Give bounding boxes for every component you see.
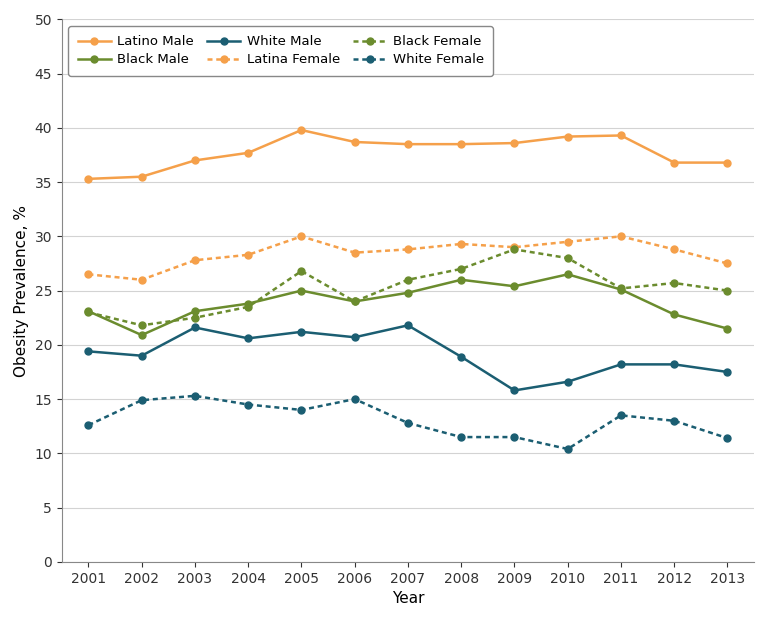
Line: White Male: White Male: [85, 322, 731, 394]
Black Male: [403, 289, 412, 296]
White Male: [563, 378, 572, 386]
Black Female: [297, 267, 306, 275]
Latina Female: [84, 270, 93, 278]
Latina Female: [190, 257, 200, 264]
White Female: [350, 396, 359, 403]
Black Male: [510, 283, 519, 290]
Line: Black Male: Black Male: [85, 271, 731, 339]
Latino Male: [670, 159, 679, 166]
Latina Female: [297, 232, 306, 240]
Latina Female: [617, 232, 626, 240]
Latino Male: [297, 126, 306, 134]
White Female: [190, 392, 200, 399]
Black Female: [403, 276, 412, 283]
Black Male: [563, 270, 572, 278]
Latina Female: [243, 251, 253, 259]
Black Female: [137, 322, 146, 329]
Black Male: [297, 287, 306, 294]
White Male: [350, 334, 359, 341]
Latino Male: [84, 175, 93, 182]
White Female: [670, 417, 679, 425]
Latino Male: [723, 159, 732, 166]
Latina Female: [350, 249, 359, 256]
Latino Male: [510, 140, 519, 147]
Latina Female: [670, 246, 679, 253]
Black Male: [190, 308, 200, 315]
X-axis label: Year: Year: [392, 591, 424, 606]
Latina Female: [403, 246, 412, 253]
White Female: [563, 445, 572, 453]
Black Male: [617, 286, 626, 293]
Line: White Female: White Female: [85, 392, 731, 453]
Latina Female: [457, 240, 466, 247]
Latina Female: [563, 238, 572, 246]
Black Male: [137, 331, 146, 339]
Black Male: [243, 300, 253, 308]
Black Female: [84, 309, 93, 316]
Latino Male: [563, 133, 572, 140]
White Male: [84, 348, 93, 355]
White Male: [297, 328, 306, 335]
White Male: [510, 387, 519, 394]
Black Female: [723, 287, 732, 294]
Legend: Latino Male, Black Male, White Male, Latina Female, Black Female, White Female: Latino Male, Black Male, White Male, Lat…: [68, 26, 493, 76]
Black Female: [350, 298, 359, 305]
Black Female: [457, 265, 466, 273]
Black Male: [670, 311, 679, 318]
Latino Male: [617, 132, 626, 140]
White Female: [403, 419, 412, 427]
Black Male: [723, 325, 732, 332]
Black Male: [457, 276, 466, 283]
Latino Male: [243, 149, 253, 157]
Latina Female: [137, 276, 146, 283]
White Female: [137, 396, 146, 404]
White Male: [723, 368, 732, 376]
Latina Female: [510, 244, 519, 251]
Latino Male: [350, 138, 359, 146]
Latino Male: [403, 141, 412, 148]
White Male: [403, 322, 412, 329]
Latino Male: [137, 173, 146, 180]
White Male: [670, 361, 679, 368]
Latino Male: [457, 141, 466, 148]
Black Female: [617, 285, 626, 292]
White Male: [617, 361, 626, 368]
Line: Latina Female: Latina Female: [85, 233, 731, 283]
Black Female: [243, 303, 253, 311]
Latina Female: [723, 260, 732, 267]
White Female: [723, 435, 732, 442]
White Female: [457, 433, 466, 441]
White Male: [137, 352, 146, 360]
White Male: [243, 335, 253, 342]
White Male: [457, 353, 466, 360]
Black Female: [510, 246, 519, 253]
Black Female: [190, 314, 200, 321]
Line: Black Female: Black Female: [85, 246, 731, 329]
White Female: [617, 412, 626, 419]
White Female: [243, 401, 253, 408]
Black Female: [670, 279, 679, 286]
White Female: [84, 422, 93, 429]
Line: Latino Male: Latino Male: [85, 126, 731, 182]
Latino Male: [190, 157, 200, 164]
Black Male: [84, 308, 93, 315]
Black Male: [350, 298, 359, 305]
White Female: [510, 433, 519, 441]
White Female: [297, 406, 306, 414]
White Male: [190, 324, 200, 331]
Black Female: [563, 254, 572, 262]
Y-axis label: Obesity Prevalence, %: Obesity Prevalence, %: [14, 205, 29, 376]
